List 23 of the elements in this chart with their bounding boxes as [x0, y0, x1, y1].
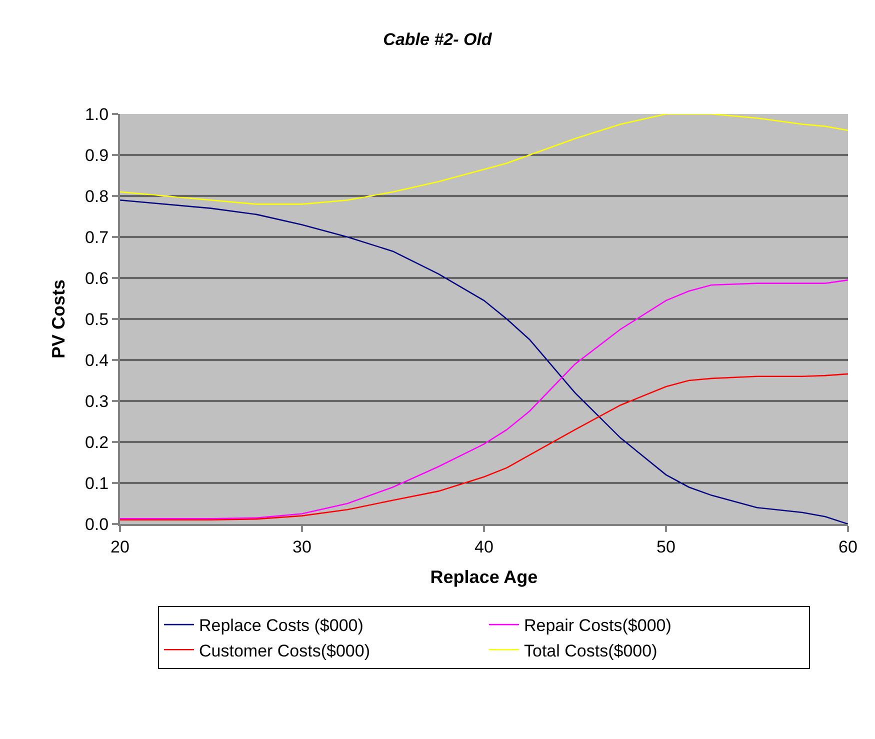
x-tick-label: 40: [474, 537, 494, 556]
legend-label: Customer Costs($000): [199, 641, 370, 660]
y-tick-label: 0.0: [84, 514, 109, 534]
y-tick-label: 1.0: [84, 104, 109, 124]
x-tick-label: 60: [838, 537, 858, 556]
y-axis-title: PV Costs: [48, 279, 69, 359]
legend-label: Replace Costs ($000): [199, 616, 364, 636]
x-tick-label: 30: [292, 537, 312, 556]
legend-label: Repair Costs($000): [524, 616, 672, 636]
y-tick-label: 0.7: [84, 228, 109, 247]
x-tick-label: 50: [656, 537, 676, 556]
y-tick-label: 0.3: [84, 392, 109, 411]
y-tick-label: 0.5: [84, 310, 109, 329]
y-tick-label: 0.1: [84, 474, 109, 493]
x-tick-label: 20: [110, 537, 130, 556]
y-tick-label: 0.2: [84, 432, 109, 452]
y-tick-label: 0.6: [84, 268, 109, 288]
legend-label: Total Costs($000): [524, 641, 658, 660]
y-tick-label: 0.9: [84, 146, 109, 165]
y-tick-label: 0.4: [84, 350, 109, 370]
x-axis-title: Replace Age: [430, 567, 538, 587]
y-tick-label: 0.8: [84, 186, 109, 206]
chart-title: Cable #2- Old: [383, 30, 492, 50]
